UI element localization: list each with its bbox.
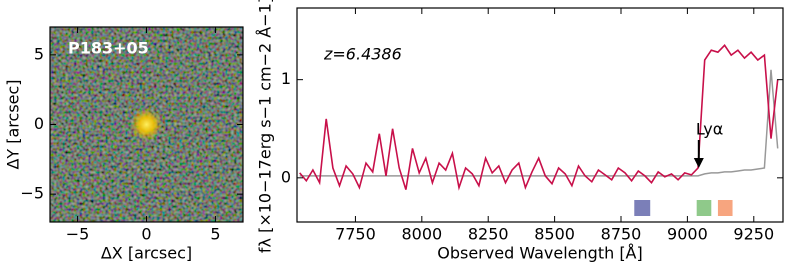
x-axis-label: Observed Wavelength [Å] (437, 244, 643, 263)
filter-band (717, 200, 733, 216)
x-tick-label: 7750 (335, 225, 376, 244)
x-tick-label: 5 (210, 225, 220, 244)
y-tick-label: 0 (281, 167, 291, 186)
y-tick-label: −5 (20, 184, 44, 203)
y-tick-label: 1 (281, 69, 291, 88)
spectrum-panel: Lyα z=6.4386 7750 8000 8250 8500 8750 9000 9250 0… (256, 0, 784, 263)
image-panel: P183+05 −5 0 5 −5 0 5 ΔX [arcsec] ΔY [arcsec] (4, 26, 244, 263)
x-tick-label: −5 (66, 225, 90, 244)
y-tick-label: 0 (34, 114, 44, 133)
annotation: z=6.4386 (323, 45, 402, 64)
y-axis-label: fλ [×10−17erg s−1 cm−2 Å−1] (256, 0, 275, 253)
spectrum-line (299, 69, 779, 177)
axes-frame (49, 26, 244, 223)
x-tick-label: 8250 (468, 225, 509, 244)
x-tick-label: 9000 (667, 225, 708, 244)
line-label: Lyα (696, 120, 723, 139)
spectrum-line (299, 44, 779, 191)
x-axis-label: ΔX [arcsec] (101, 244, 192, 263)
x-tick-label: 9250 (733, 225, 774, 244)
x-tick-label: 8500 (534, 225, 575, 244)
filter-band (634, 200, 651, 216)
axes-frame (296, 7, 784, 223)
source (130, 108, 163, 141)
title: P183+05 (68, 39, 149, 58)
y-tick-label: 5 (34, 44, 44, 63)
y-axis-label: ΔY [arcsec] (4, 79, 23, 169)
x-tick-label: 8750 (601, 225, 642, 244)
arrow-head (693, 158, 704, 168)
filter-band (696, 200, 712, 216)
x-tick-label: 0 (141, 225, 151, 244)
x-tick-label: 8000 (401, 225, 442, 244)
